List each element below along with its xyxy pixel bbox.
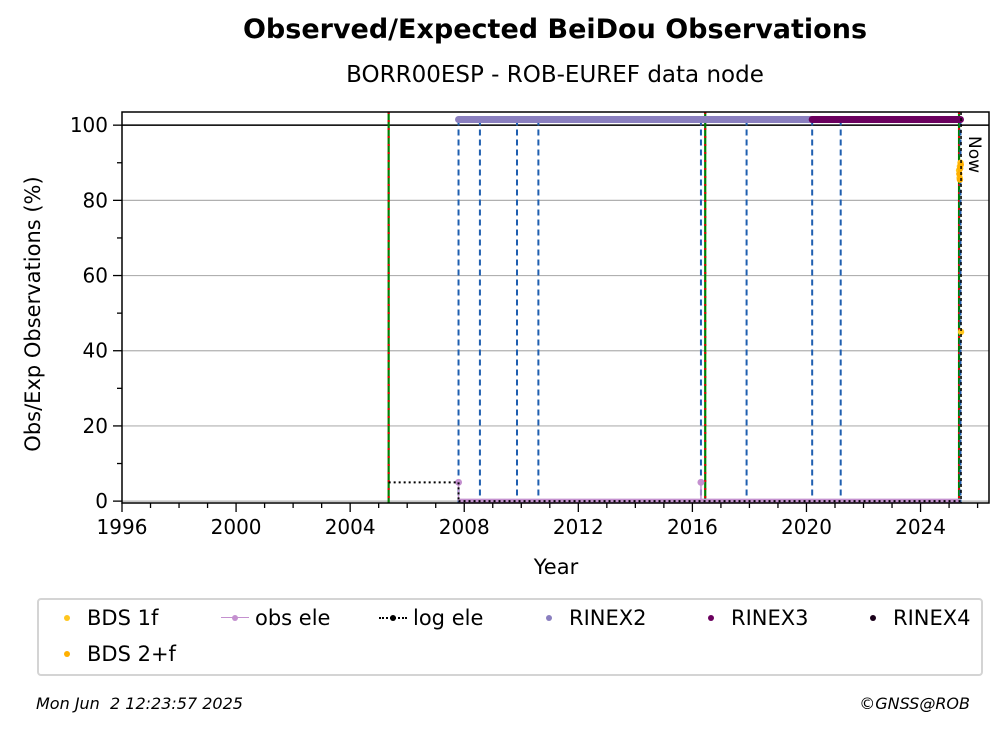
x-tick-label: 2012	[553, 515, 604, 539]
y-tick-label: 40	[83, 339, 108, 363]
credit: ©GNSS@ROB	[859, 694, 970, 713]
legend-label: BDS 1f	[87, 606, 159, 630]
series-bds-2-f-point	[956, 176, 964, 183]
y-tick-label: 20	[83, 414, 108, 438]
x-tick-label: 2008	[439, 515, 490, 539]
y-tick-label: 0	[95, 489, 108, 513]
legend-item-rinex2: RINEX2	[535, 606, 647, 630]
legend-item-rinex3: RINEX3	[697, 606, 809, 630]
legend-label: RINEX3	[731, 606, 809, 630]
legend-item-rinex4: RINEX4	[859, 606, 971, 630]
x-tick-label: 2024	[895, 515, 946, 539]
legend-item-obsele: obs ele	[221, 606, 330, 630]
plot-frame	[121, 111, 990, 504]
chart-subtitle: BORR00ESP - ROB-EUREF data node	[346, 62, 764, 88]
legend-item-bds2f: BDS 2+f	[53, 642, 176, 666]
x-tick-label: 2016	[667, 515, 718, 539]
now-label: Now	[964, 136, 984, 173]
chart-canvas: Now 1996 2000 2004 2008 2012 2016 2020 2024 0 20 40…	[21, 111, 990, 579]
legend: BDS 1f obs ele log ele RINEX2 RINEX3 RIN…	[37, 598, 983, 676]
y-tick-label: 60	[83, 264, 108, 288]
series-bds-1f-point	[957, 328, 965, 336]
x-tick-label: 2000	[211, 515, 262, 539]
legend-label: obs ele	[255, 606, 331, 630]
y-tick-label: 100	[70, 113, 108, 137]
legend-label: RINEX4	[893, 606, 971, 630]
y-tick-label: 80	[83, 188, 108, 212]
legend-label: BDS 2+f	[87, 642, 176, 666]
series-bds-2-f-point	[957, 161, 964, 168]
x-tick-label: 2004	[325, 515, 376, 539]
series-obs-ele-point	[697, 478, 705, 486]
timestamp: Mon Jun 2 12:23:57 2025	[36, 694, 243, 713]
legend-label: RINEX2	[569, 606, 647, 630]
y-axis-label: Obs/Exp Observations (%)	[21, 176, 45, 451]
x-axis-label: Year	[533, 555, 579, 579]
chart-title: Observed/Expected BeiDou Observations	[242, 14, 868, 45]
legend-item-bds1f: BDS 1f	[53, 606, 158, 630]
plot-area: Now 1996 2000 2004 2008 2012 2016 2020 2024 0 20 40…	[70, 111, 990, 539]
legend-item-logele: log ele	[379, 606, 483, 630]
x-tick-label: 1996	[97, 515, 148, 539]
legend-label: log ele	[413, 606, 484, 630]
x-tick-label: 2020	[781, 515, 832, 539]
